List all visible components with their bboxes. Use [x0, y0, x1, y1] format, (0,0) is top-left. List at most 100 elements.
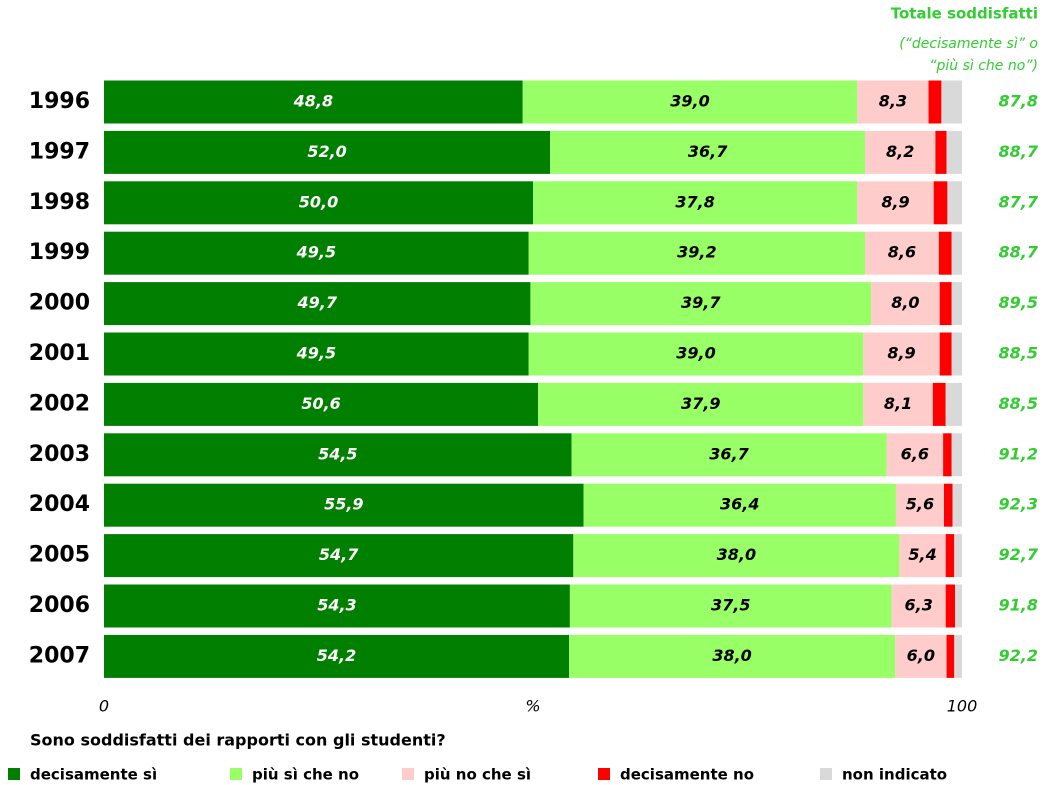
legend-swatch [598, 768, 610, 780]
bar-segment [928, 80, 942, 124]
total-label: 88,5 [999, 394, 1038, 413]
legend-swatch [230, 768, 242, 780]
total-label: 88,5 [999, 344, 1038, 363]
bar-segment [863, 382, 933, 426]
data-label: 48,8 [293, 92, 333, 111]
legend-label: non indicato [842, 766, 947, 784]
data-label: 38,0 [712, 646, 751, 665]
bar-segment [104, 483, 584, 527]
data-label: 36,4 [720, 495, 759, 514]
y-tick-label: 2000 [29, 291, 90, 316]
data-label: 38,0 [717, 545, 756, 564]
total-label: 91,8 [999, 596, 1038, 615]
legend-swatch [8, 768, 20, 780]
totals-note: “più sì che no”) [929, 58, 1038, 74]
bar-segment [943, 483, 953, 527]
data-label: 55,9 [324, 495, 363, 514]
totals-header: Totale soddisfatti [891, 5, 1038, 23]
bar-segment [865, 130, 936, 174]
total-label: 92,2 [999, 646, 1038, 665]
bar-segment [943, 433, 952, 477]
data-label: 36,7 [709, 444, 749, 463]
bar-segment [104, 382, 539, 426]
bar-segment [954, 534, 962, 578]
bar-segment [104, 584, 570, 628]
data-label: 8,1 [884, 394, 912, 413]
y-tick-label: 1998 [29, 190, 90, 215]
y-tick-label: 2007 [29, 643, 90, 668]
data-label: 54,5 [318, 444, 357, 463]
data-label: 37,9 [681, 394, 720, 413]
data-label: 6,0 [907, 646, 935, 665]
bar-segment [895, 634, 947, 678]
bar-segment [104, 181, 533, 225]
x-tick-label: 100 [947, 697, 978, 716]
bar-segment [104, 634, 570, 678]
bar-segment [528, 231, 866, 275]
total-label: 91,2 [999, 444, 1038, 463]
bar-segment [533, 181, 858, 225]
bar-segment [863, 332, 940, 376]
bar-segment [952, 483, 962, 527]
data-label: 49,7 [296, 293, 337, 312]
data-label: 54,3 [317, 596, 356, 615]
bar-segment [951, 282, 962, 326]
bar-segment [550, 130, 866, 174]
y-tick-label: 2004 [29, 492, 90, 517]
bar-segment [104, 282, 531, 326]
data-label: 49,5 [296, 344, 336, 363]
y-tick-label: 1999 [29, 240, 90, 265]
data-label: 39,7 [681, 293, 721, 312]
total-label: 88,7 [999, 243, 1039, 262]
data-label: 49,5 [296, 243, 336, 262]
bar-segment [945, 382, 962, 426]
data-label: 37,8 [675, 192, 714, 211]
bar-segment [857, 80, 929, 124]
y-tick-label: 2002 [29, 391, 90, 416]
data-label: 5,4 [908, 545, 936, 564]
y-tick-label: 1996 [29, 89, 90, 114]
bar-segment [528, 332, 864, 376]
data-label: 6,3 [904, 596, 932, 615]
bar-segment [946, 634, 955, 678]
data-label: 39,2 [677, 243, 716, 262]
legend-label: più no che sì [424, 766, 531, 784]
total-label: 92,7 [999, 545, 1039, 564]
data-label: 8,2 [886, 142, 914, 161]
data-label: 39,0 [670, 92, 709, 111]
legend-swatch [402, 768, 414, 780]
data-label: 50,0 [299, 192, 338, 211]
data-label: 54,2 [317, 646, 356, 665]
bar-segment [865, 231, 939, 275]
data-label: 37,5 [711, 596, 750, 615]
bar-segment [945, 584, 956, 628]
bar-segment [871, 282, 940, 326]
totals-note: (“decisamente sì” o [899, 36, 1038, 52]
data-label: 54,7 [319, 545, 359, 564]
bar-segment [951, 332, 962, 376]
y-tick-label: 1997 [29, 139, 90, 164]
y-tick-label: 2003 [29, 442, 90, 467]
bar-segment [104, 80, 523, 124]
bar-segment [538, 382, 864, 426]
bar-segment [939, 282, 952, 326]
bar-segment [947, 181, 962, 225]
bar-segment [951, 433, 962, 477]
data-label: 8,6 [888, 243, 916, 262]
bar-segment [951, 231, 962, 275]
bar-segment [104, 433, 572, 477]
bar-segment [938, 231, 952, 275]
chart-title: Sono soddisfatti dei rapporti con gli st… [30, 731, 446, 750]
total-label: 88,7 [999, 142, 1039, 161]
bar-segment [104, 332, 529, 376]
y-tick-label: 2001 [29, 341, 90, 366]
total-label: 87,7 [999, 192, 1039, 211]
data-label: 6,6 [901, 444, 929, 463]
data-label: 52,0 [307, 142, 346, 161]
data-label: 8,9 [881, 192, 909, 211]
legend-label: decisamente no [620, 766, 754, 784]
bar-segment [899, 534, 946, 578]
data-label: 39,0 [676, 344, 715, 363]
bar-segment [886, 433, 944, 477]
bar-segment [935, 130, 947, 174]
